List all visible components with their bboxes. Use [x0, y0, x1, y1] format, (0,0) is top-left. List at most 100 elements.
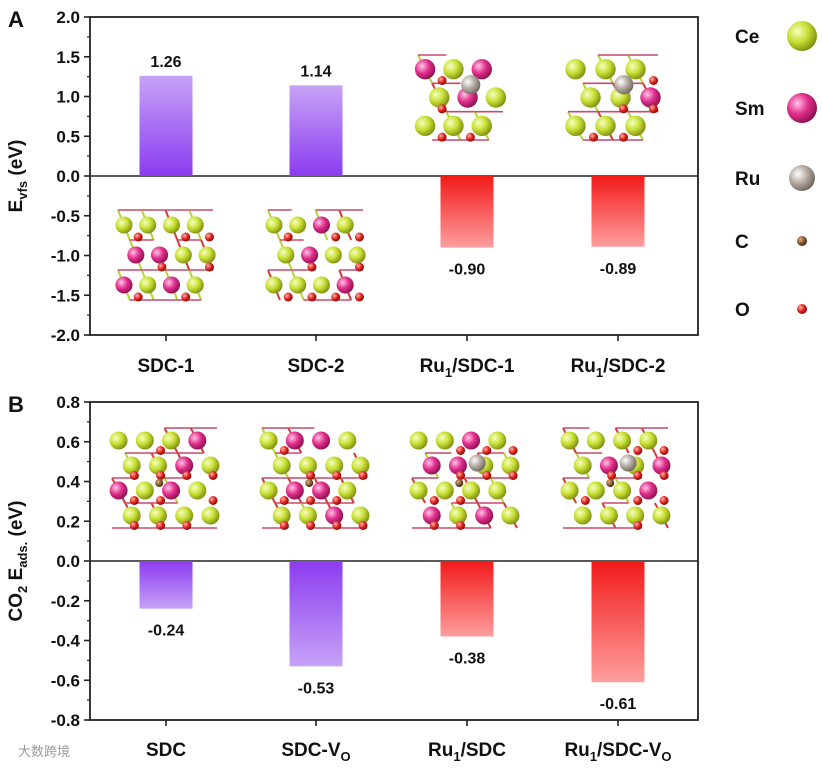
legend-item-sm: Sm [735, 93, 817, 123]
data-label: -0.38 [449, 651, 486, 668]
o-atom [181, 292, 191, 302]
ce-atom [272, 456, 291, 475]
ce-atom [174, 246, 192, 264]
bar [289, 85, 343, 176]
y-tick-label: -0.2 [51, 592, 80, 611]
structure-inset [115, 209, 216, 302]
y-tick-label: -0.5 [51, 207, 80, 226]
legend-swatch [787, 93, 817, 123]
sm-atom [162, 481, 181, 500]
ce-atom [188, 481, 207, 500]
o-atom [156, 471, 166, 480]
sm-atom [115, 276, 133, 294]
o-atom [619, 132, 628, 142]
legend-item-ru: Ru [735, 165, 815, 191]
ce-atom [162, 431, 181, 450]
o-atom [659, 471, 669, 480]
structure-inset [109, 427, 220, 530]
ce-atom [429, 87, 450, 108]
o-atom [358, 471, 368, 480]
y-tick-label: 0.8 [56, 393, 80, 412]
ce-atom [272, 506, 291, 525]
sm-atom [639, 481, 658, 500]
ce-atom [599, 506, 618, 525]
ce-atom [435, 431, 454, 450]
c-atom [455, 479, 464, 487]
category-label: SDC-VO [281, 740, 350, 764]
o-atom [306, 521, 316, 530]
o-atom [208, 496, 218, 505]
ce-atom [471, 115, 492, 137]
ce-atom [298, 506, 317, 525]
o-atom [204, 232, 214, 242]
legend-item-o: O [735, 300, 807, 321]
o-atom [437, 76, 447, 85]
o-atom [332, 521, 342, 530]
y-tick-label: 0.6 [56, 433, 80, 452]
sm-atom [312, 481, 331, 500]
ce-atom [485, 87, 507, 108]
category-label: SDC-2 [287, 356, 344, 377]
category-label: Ru1/SDC [428, 740, 506, 764]
y-tick-label: -0.6 [51, 671, 80, 690]
ce-atom [462, 481, 481, 500]
o-atom [283, 232, 293, 242]
ce-atom [324, 246, 342, 264]
sm-atom [188, 431, 207, 450]
sm-atom [109, 481, 128, 500]
y-axis-label: Evfs (eV) [6, 140, 30, 213]
ce-atom [501, 456, 520, 475]
o-atom [332, 496, 342, 505]
ce-atom [573, 506, 592, 525]
sm-atom [162, 276, 180, 294]
sm-atom [448, 456, 467, 475]
o-atom [156, 521, 166, 530]
o-atom [456, 446, 466, 455]
ce-atom [443, 115, 464, 137]
structure-inset [565, 54, 661, 142]
ce-atom [148, 506, 167, 525]
structure-insets [109, 54, 671, 530]
ce-atom [198, 246, 216, 264]
ce-atom [201, 456, 220, 475]
o-atom [279, 496, 289, 505]
o-atom [354, 262, 364, 272]
o-atom [482, 446, 492, 455]
y-tick-label: 0.0 [56, 167, 80, 186]
o-atom [306, 471, 316, 480]
o-atom [456, 521, 466, 530]
ce-atom [109, 431, 128, 450]
o-atom [354, 292, 364, 302]
structure-inset [560, 427, 671, 530]
o-atom [133, 292, 143, 302]
ce-atom [265, 216, 283, 234]
o-atom [633, 471, 643, 480]
o-atom [354, 232, 364, 242]
y-tick-label: -1.5 [51, 286, 80, 305]
y-tick-label: 1.5 [56, 48, 80, 67]
o-atom [181, 232, 191, 242]
o-atom [156, 446, 166, 455]
ce-atom [259, 481, 278, 500]
sm-atom [652, 456, 671, 475]
ce-atom [201, 506, 220, 525]
o-atom [129, 521, 139, 530]
o-atom [358, 521, 368, 530]
ce-atom [409, 431, 428, 450]
panel-label: B [8, 392, 24, 417]
sm-atom [301, 246, 319, 264]
panel-A: A Evfs (eV) 2.0 1.5 1.0 0.5 0.0 -0.5 -1.0 -1.5 -2.… [6, 7, 699, 380]
panel-B: B CO2 Eads. (eV) 0.8 0.6 0.4 0.2 0.0 -0.2 -0.4 -0… [6, 392, 699, 764]
ce-atom [265, 276, 283, 294]
ce-atom [162, 216, 180, 234]
bar [289, 561, 343, 667]
ce-atom [639, 431, 658, 450]
ce-atom [336, 216, 354, 234]
ce-atom [115, 216, 133, 234]
sm-atom [475, 506, 494, 525]
o-atom [633, 521, 643, 530]
ce-atom [298, 456, 317, 475]
legend-label: Sm [735, 99, 765, 120]
ce-atom [139, 276, 157, 294]
